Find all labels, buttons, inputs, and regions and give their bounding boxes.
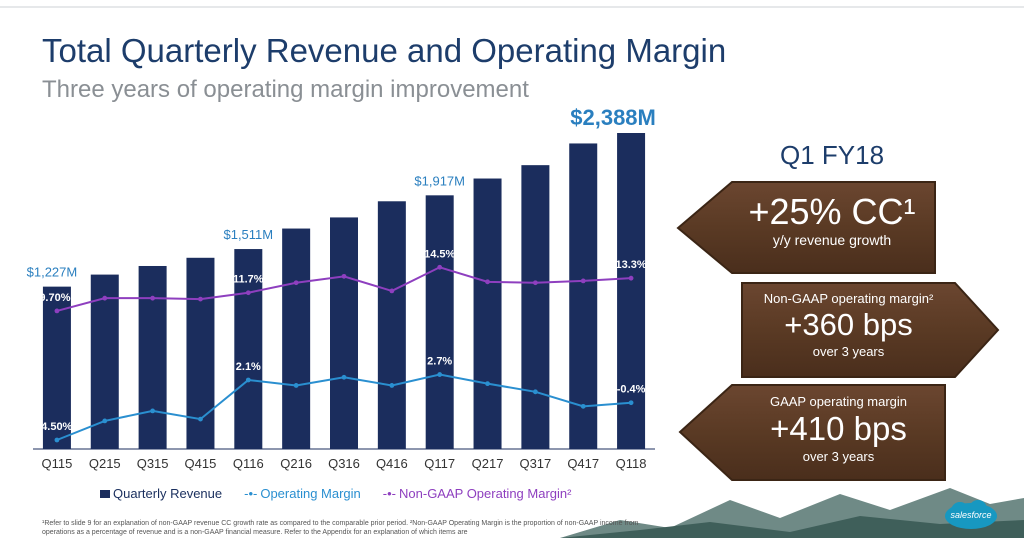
legend-line-swatch-op: -•- <box>244 486 258 501</box>
legend-item-operating-margin: -•- Operating Margin <box>244 486 361 501</box>
tick-label-Q215: Q215 <box>89 456 121 471</box>
bar-Q315 <box>138 265 167 449</box>
sign-3-value: +410 bps <box>770 410 907 447</box>
tick-label-Q217: Q217 <box>472 456 504 471</box>
nongaap-margin-point-Q118 <box>628 275 634 281</box>
sign-3-heading: GAAP operating margin <box>769 394 908 409</box>
nongaap-margin-point-Q317 <box>532 280 538 286</box>
operating-margin-point-Q215 <box>102 418 108 424</box>
operating-margin-point-Q417 <box>580 403 586 409</box>
legend-bar-swatch <box>100 489 110 498</box>
legend-line-swatch-ng: -•- <box>382 486 397 501</box>
bar-Q115 <box>42 286 71 449</box>
tick-label-Q216: Q216 <box>280 456 312 471</box>
operating-margin-point-Q415 <box>198 416 203 422</box>
revenue-label-Q117: $1,917M <box>414 173 465 188</box>
sign-2: Non-GAAP operating margin² +360 bps over… <box>742 291 955 359</box>
operating-margin-point-Q216 <box>293 383 299 388</box>
operating-margin-point-Q217 <box>485 381 490 387</box>
sign-3-caption: over 3 years <box>802 449 875 464</box>
operating-margin-point-Q416 <box>389 383 395 388</box>
nongaap-margin-point-Q415 <box>198 296 203 302</box>
sign-2-value: +360 bps <box>784 307 913 342</box>
tick-label-Q117: Q117 <box>424 456 455 471</box>
sign-2-caption: over 3 years <box>812 344 885 359</box>
tick-label-Q315: Q315 <box>137 456 169 471</box>
top-divider <box>0 6 1024 8</box>
page-subtitle: Three years of operating margin improvem… <box>42 76 529 103</box>
bar-Q217 <box>473 178 502 449</box>
tick-label-Q415: Q415 <box>185 456 217 471</box>
tick-label-Q317: Q317 <box>519 456 551 471</box>
bar-Q216 <box>282 228 311 449</box>
legend-label-op: Operating Margin <box>260 486 361 501</box>
sign-1-value: +25% CC¹ <box>748 191 916 232</box>
quarter-heading: Q1 FY18 <box>780 140 885 170</box>
sign-1-caption: y/y revenue growth <box>772 232 892 248</box>
sign-2-heading: Non-GAAP operating margin² <box>763 291 934 306</box>
bar-Q116 <box>234 249 263 449</box>
page-title: Total Quarterly Revenue and Operating Ma… <box>42 32 727 69</box>
nongaap-margin-point-Q416 <box>389 288 395 294</box>
bar-Q316 <box>330 217 358 449</box>
operating-margin-label-Q118: -0.4% <box>617 384 646 396</box>
legend-label-revenue: Quarterly Revenue <box>113 486 223 501</box>
tick-label-Q417: Q417 <box>567 456 599 471</box>
operating-margin-label-Q116: 2.1% <box>236 361 261 373</box>
tick-label-Q115: Q115 <box>42 456 73 471</box>
revenue-label-Q116: $1,511M <box>223 227 273 242</box>
nongaap-margin-point-Q117 <box>437 264 443 270</box>
operating-margin-point-Q115 <box>54 437 60 443</box>
chart-legend: Quarterly Revenue -•- Operating Margin -… <box>100 486 571 501</box>
tick-label-Q316: Q316 <box>328 456 360 471</box>
cloud-icon <box>945 500 997 529</box>
nongaap-margin-point-Q217 <box>485 279 490 285</box>
tick-label-Q118: Q118 <box>616 456 647 471</box>
tick-label-Q416: Q416 <box>376 456 408 471</box>
mountain-illustration <box>560 488 1024 538</box>
legend-label-ng: Non-GAAP Operating Margin² <box>399 486 572 501</box>
revenue-label-Q115: $1,227M <box>27 265 78 280</box>
legend-item-revenue: Quarterly Revenue <box>100 486 222 501</box>
nongaap-margin-label-Q118: 13.3% <box>615 259 646 271</box>
operating-margin-label-Q115: -4.50% <box>37 421 72 433</box>
nongaap-margin-point-Q215 <box>102 295 108 301</box>
nongaap-margin-point-Q216 <box>293 280 299 286</box>
bar-Q118 <box>617 133 646 449</box>
revenue-label-Q118: $2,388M <box>570 105 656 130</box>
operating-margin-point-Q116 <box>245 377 251 383</box>
bar-Q117 <box>425 195 454 449</box>
bar-Q417 <box>569 143 598 450</box>
nongaap-margin-point-Q116 <box>245 290 251 296</box>
operating-margin-point-Q315 <box>150 408 156 414</box>
nongaap-margin-point-Q315 <box>150 295 156 301</box>
operating-margin-point-Q118 <box>628 400 634 406</box>
bar-Q416 <box>377 201 406 449</box>
tick-label-Q116: Q116 <box>233 456 264 471</box>
sign-1: +25% CC¹ y/y revenue growth <box>732 191 932 249</box>
operating-margin-point-Q316 <box>341 374 347 380</box>
sign-3: GAAP operating margin +410 bps over 3 ye… <box>732 394 945 464</box>
nongaap-margin-point-Q115 <box>54 308 60 314</box>
nongaap-margin-label-Q117: 14.5% <box>424 248 455 260</box>
footnote: ¹Refer to slide 9 for an explanation of … <box>42 520 639 536</box>
operating-margin-label-Q117: 2.7% <box>427 356 452 368</box>
bar-Q317 <box>521 165 550 450</box>
legend-item-nongaap-margin: -•- Non-GAAP Operating Margin² <box>383 486 572 501</box>
operating-margin-point-Q117 <box>437 372 443 377</box>
nongaap-margin-label-Q115: 9.70% <box>39 292 70 304</box>
salesforce-logo: salesforce <box>944 500 998 530</box>
nongaap-margin-point-Q417 <box>580 278 586 284</box>
nongaap-margin-point-Q316 <box>341 273 347 279</box>
operating-margin-point-Q317 <box>532 389 538 395</box>
nongaap-margin-label-Q116: 11.7% <box>233 274 264 286</box>
salesforce-wordmark: salesforce <box>950 510 992 520</box>
